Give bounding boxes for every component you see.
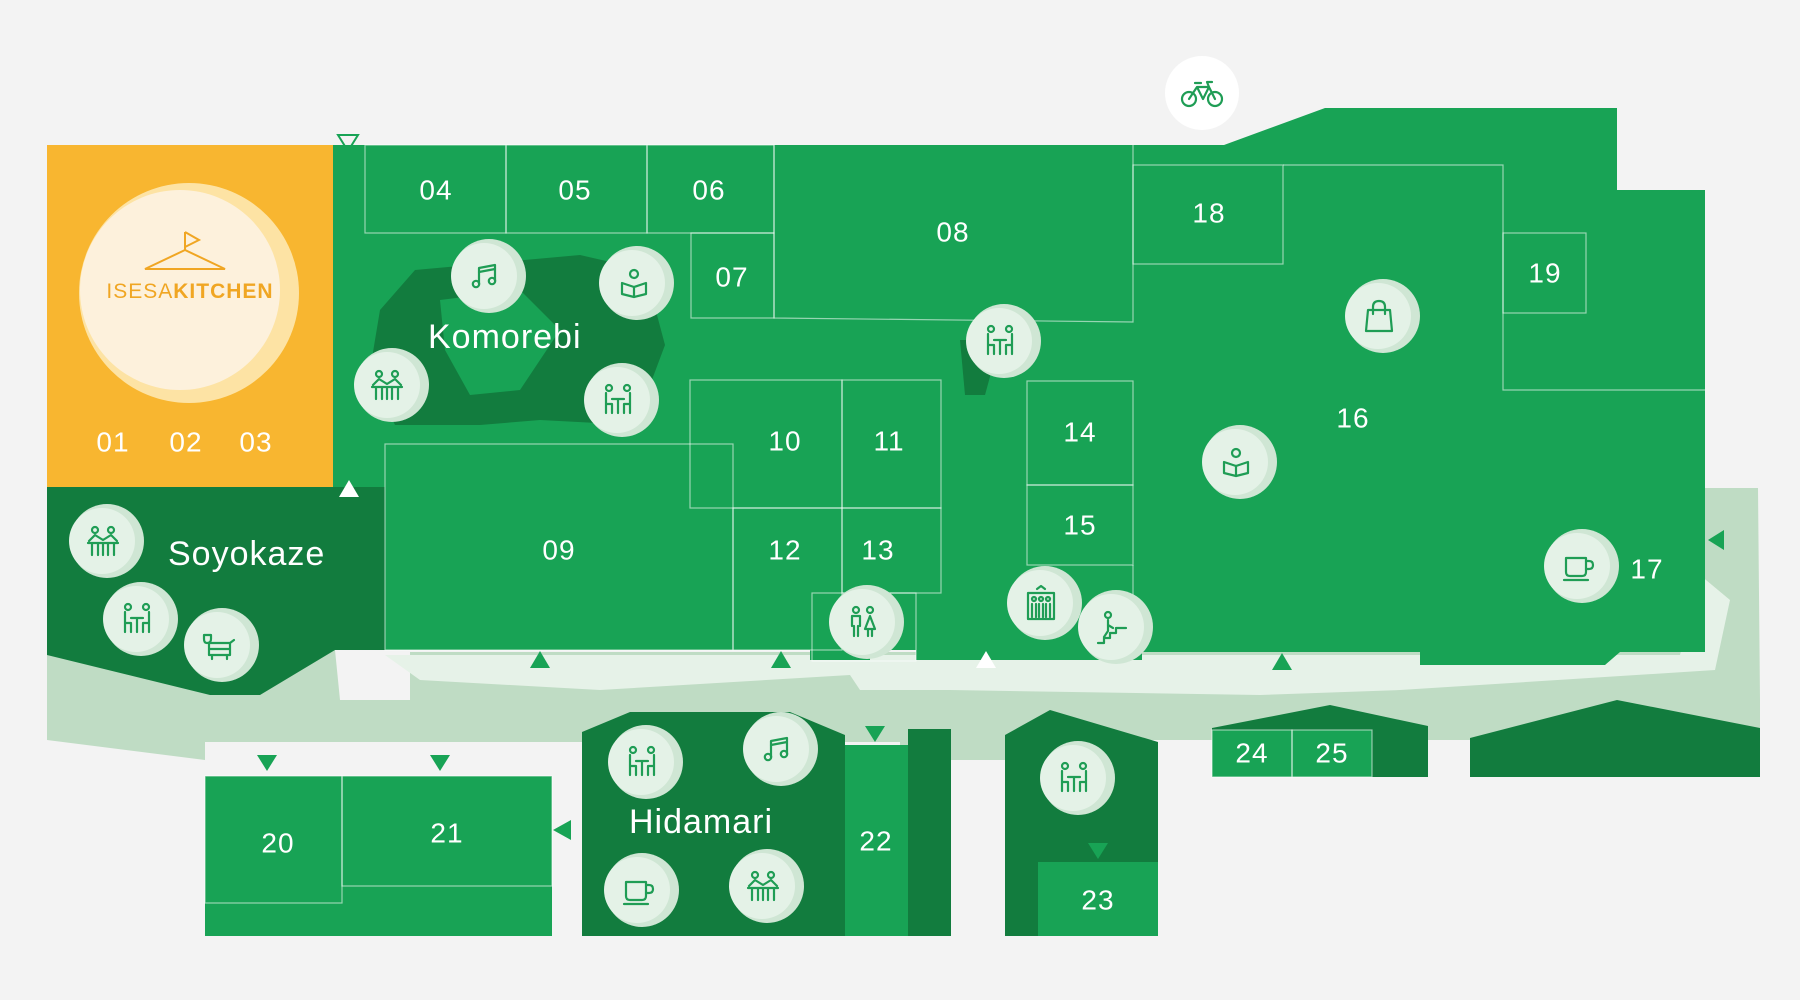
elevator-icon[interactable] [1007,566,1082,640]
unit-15-label[interactable]: 15 [1063,510,1096,541]
unit-18-label[interactable]: 18 [1192,198,1225,229]
unit-02-label: 02 [169,427,202,458]
unit-16-label[interactable]: 16 [1336,403,1369,434]
table-chat-icon[interactable] [584,363,659,437]
lower-left-building [204,775,553,936]
hidamari-label: Hidamari [629,803,773,841]
unit-labels: 04 05 06 07 08 09 10 11 12 13 14 15 16 1… [261,175,1663,916]
entrance-arrow-icon [257,134,1724,859]
shopping-bag-icon[interactable] [1345,279,1420,353]
picnic-table-icon[interactable] [354,348,429,422]
units-24-25-building [1211,705,1428,778]
coffee-cup-icon[interactable] [604,853,679,927]
unit-01-label: 01 [96,427,129,458]
reading-person-icon[interactable] [599,246,674,320]
amenity-markers [69,56,1619,927]
unit-24-label[interactable]: 24 [1235,738,1268,769]
isesa-kitchen-block[interactable]: ISESAKITCHEN 01 02 03 [47,145,333,487]
restroom-icon[interactable] [829,585,904,659]
unit-13-label[interactable]: 13 [861,535,894,566]
unit-07-label[interactable]: 07 [715,262,748,293]
kitchen-brand-light: ISESA [106,280,173,303]
picnic-table-icon[interactable] [69,504,144,578]
unit-outlines [364,144,1705,662]
music-notes-icon[interactable] [743,712,818,786]
corridor-area [47,488,1760,935]
unit-22-building [845,729,951,936]
lower-right-building [1470,700,1760,777]
unit-22-label[interactable]: 22 [859,826,892,857]
table-chat-icon[interactable] [103,582,178,656]
komorebi-label: Komorebi [428,318,582,356]
reading-person-icon[interactable] [1202,425,1277,499]
bicycle-icon[interactable] [1165,56,1239,130]
kitchen-brand: ISESAKITCHEN [106,280,273,303]
unit-10-label[interactable]: 10 [768,426,801,457]
unit-05-label[interactable]: 05 [558,175,591,206]
unit-08-label[interactable]: 08 [936,217,969,248]
unit-23-label[interactable]: 23 [1081,885,1114,916]
unit-19-label[interactable]: 19 [1528,258,1561,289]
table-chat-icon[interactable] [966,304,1041,378]
kitchen-brand-bold: KITCHEN [173,280,273,303]
unit-20-label[interactable]: 20 [261,828,294,859]
unit-11-label[interactable]: 11 [873,426,904,457]
unit-25-label[interactable]: 25 [1315,738,1348,769]
music-notes-icon[interactable] [451,239,526,313]
table-chat-icon[interactable] [1040,741,1115,815]
unit-03-label: 03 [239,427,272,458]
unit-04-label[interactable]: 04 [419,175,452,206]
stairs-icon[interactable] [1078,590,1153,664]
main-building [333,108,1705,665]
dog-icon[interactable] [184,608,259,682]
table-chat-icon[interactable] [608,725,683,799]
picnic-table-icon[interactable] [729,849,804,923]
unit-14-label[interactable]: 14 [1063,417,1096,448]
unit-12-label[interactable]: 12 [768,535,801,566]
unit-17-label[interactable]: 17 [1630,554,1663,585]
unit-06-label[interactable]: 06 [692,175,725,206]
flag-hanger-icon [144,231,226,270]
unit-21-label[interactable]: 21 [430,818,463,849]
unit-09-label[interactable]: 09 [542,535,575,566]
soyokaze-label: Soyokaze [168,535,325,573]
coffee-cup-icon[interactable] [1544,529,1619,603]
